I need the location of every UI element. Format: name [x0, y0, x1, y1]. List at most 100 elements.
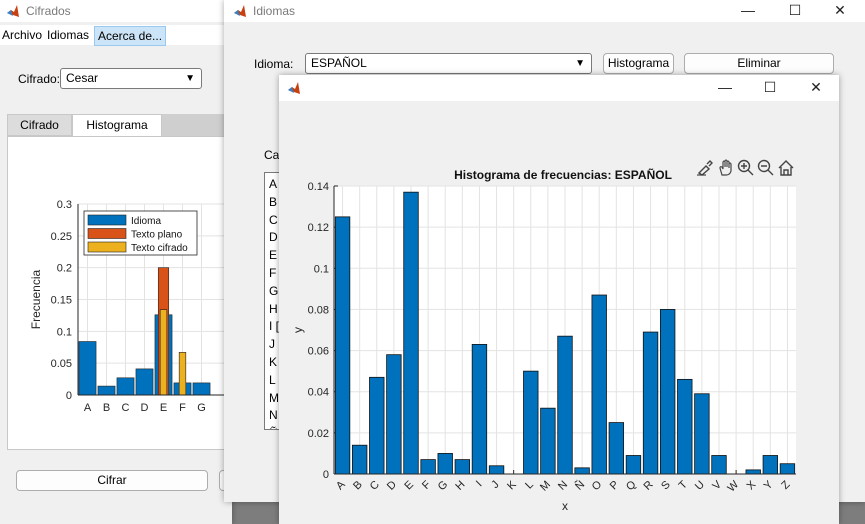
x-tick-label: Q [624, 478, 639, 493]
bar [386, 354, 402, 475]
histograma-button-label: Histograma [607, 56, 670, 70]
idioma-dropdown[interactable]: ESPAÑOL ▼ [305, 53, 592, 74]
list-item[interactable]: Ñ [269, 426, 278, 429]
y-tick-label: 0.12 [308, 222, 329, 234]
cifrado-label: Cifrado: [18, 72, 61, 86]
list-item[interactable]: A [269, 177, 278, 191]
list-item[interactable]: E [269, 248, 278, 263]
x-tick-label: M [538, 479, 553, 494]
x-tick-label: I [474, 479, 485, 490]
x-tick-label: C [368, 479, 382, 493]
matlab-logo-icon [7, 5, 19, 17]
y-tick-label: 0.3 [57, 199, 72, 211]
x-tick-label: B [351, 479, 365, 493]
legend-label: Texto cifrado [131, 243, 188, 254]
list-item[interactable]: I [ [269, 319, 280, 334]
pan-hand-icon[interactable] [717, 159, 735, 177]
partial-label: Ca [264, 148, 280, 162]
window-title: Idiomas [253, 4, 296, 18]
y-tick-label: 0.25 [51, 231, 72, 243]
cifrado-dropdown[interactable]: Cesar ▼ [60, 68, 202, 89]
y-tick-label: 0.2 [57, 263, 72, 275]
bar [369, 376, 385, 475]
maximize-icon[interactable]: ☐ [788, 2, 802, 18]
bar [642, 331, 659, 475]
list-item[interactable]: L [269, 372, 276, 387]
tab-histograma[interactable]: Histograma [72, 114, 162, 136]
histograma-button[interactable]: Histograma [603, 53, 674, 74]
bar [591, 294, 607, 475]
x-tick-label: K [505, 478, 519, 492]
zoom-in-icon[interactable] [737, 159, 755, 177]
tab-cifrado[interactable]: Cifrado [7, 114, 72, 136]
maximize-icon[interactable]: ☐ [763, 79, 777, 95]
chevron-down-icon: ▼ [185, 73, 195, 84]
cifrar-button[interactable]: Cifrar [16, 470, 208, 491]
eliminar-button[interactable]: Eliminar [684, 53, 834, 74]
bar [523, 370, 539, 475]
bar [711, 455, 727, 475]
menu-archivo[interactable]: Archivo [2, 28, 43, 42]
x-tick-label: O [590, 478, 605, 493]
list-item[interactable]: K [269, 355, 278, 369]
x-tick-label: F [420, 478, 433, 491]
close-icon[interactable]: ✕ [810, 79, 822, 95]
figure-window: — ☐ ✕ 0 0.02 0.04 0.06 0.08 0.1 0.12 0.14 A B C D E F… [279, 75, 839, 524]
bar [694, 393, 710, 475]
menu-acerca[interactable]: Acerca de... [94, 26, 167, 46]
y-tick-label: 0.04 [308, 387, 329, 399]
cifrados-titlebar[interactable]: Cifrados [0, 0, 232, 22]
x-tick-label: E [402, 479, 416, 493]
x-tick-label: D [385, 479, 399, 493]
list-item[interactable]: D [269, 230, 278, 245]
home-icon[interactable] [777, 159, 795, 177]
x-tick-label: L [523, 479, 536, 492]
list-item[interactable]: F [269, 266, 277, 280]
chart-title: Histograma de frecuencias: ESPAÑOL [454, 167, 672, 182]
list-item[interactable]: H [269, 301, 278, 316]
menu-idiomas[interactable]: Idiomas [47, 28, 90, 42]
bar [762, 455, 779, 475]
x-tick-label: R [642, 479, 656, 493]
bar [779, 463, 796, 475]
tab-strip-fill [162, 114, 232, 136]
y-tick-label: 0.1 [57, 326, 72, 338]
tab-histograma-label: Histograma [86, 118, 148, 132]
x-tick-label: H [453, 479, 467, 493]
bar [403, 191, 419, 475]
figure-titlebar[interactable]: — ☐ ✕ [279, 75, 839, 101]
histograma-panel: 0 0.05 0.1 0.15 0.2 0.25 0.3 A B C D E F G Frecuencia I… [7, 136, 233, 450]
zoom-out-icon[interactable] [757, 159, 775, 177]
x-tick-label: E [160, 402, 167, 414]
x-tick-label: N [556, 479, 570, 493]
bar-idioma [78, 341, 97, 396]
bar-idioma [116, 377, 135, 396]
minimize-icon[interactable]: — [741, 2, 755, 18]
y-tick-label: 0 [323, 469, 329, 481]
list-item[interactable]: G [269, 283, 279, 298]
cifrar-button-label: Cifrar [97, 473, 127, 487]
close-icon[interactable]: ✕ [834, 2, 846, 18]
idioma-value: ESPAÑOL [311, 56, 367, 70]
bar-idioma [192, 382, 211, 396]
minimize-icon[interactable]: — [718, 79, 732, 95]
x-tick-label: B [103, 402, 110, 414]
x-tick-label: C [122, 402, 130, 414]
bar [557, 335, 573, 475]
list-item[interactable]: N [269, 408, 278, 423]
idiomas-titlebar[interactable]: Idiomas — ☐ ✕ [224, 0, 865, 22]
list-item[interactable]: B [269, 194, 278, 209]
x-tick-label: J [489, 479, 501, 491]
list-item[interactable]: C [269, 212, 278, 227]
legend-swatch [87, 214, 127, 226]
list-item[interactable]: M [269, 390, 279, 405]
bar [437, 453, 453, 475]
y-tick-label: 0.15 [51, 295, 72, 307]
list-item[interactable]: J [269, 337, 275, 352]
y-tick-label: 0.08 [308, 304, 329, 316]
brush-icon[interactable] [696, 159, 714, 177]
x-tick-label: S [659, 479, 673, 493]
legend-swatch [87, 228, 127, 239]
legend-swatch [87, 241, 127, 253]
x-tick-label: G [197, 402, 206, 414]
